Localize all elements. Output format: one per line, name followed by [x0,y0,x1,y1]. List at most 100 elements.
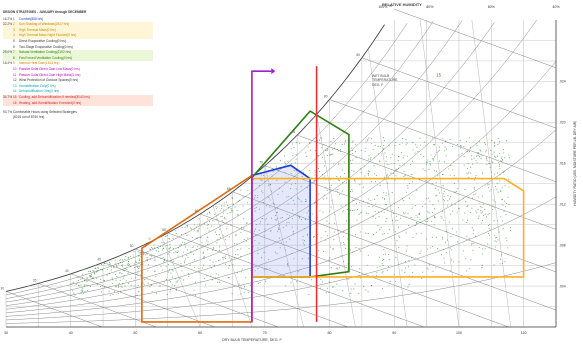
design-strategy-zones [141,66,525,323]
weather-point [367,140,369,142]
weather-point [384,152,386,154]
weather-point [217,281,219,283]
weather-point [375,174,377,176]
weather-point [379,256,381,258]
weather-point [258,242,260,244]
weather-point [134,266,136,269]
wet-bulb-tick-label: 60 [195,209,199,213]
weather-point [330,206,332,208]
weather-point [331,199,333,201]
weather-point [383,148,385,150]
weather-point [324,239,326,241]
weather-point [306,187,308,189]
weather-point [364,150,366,152]
weather-point [479,206,481,208]
weather-point [286,196,288,198]
weather-point [291,252,293,254]
weather-point [112,282,114,285]
weather-point [416,223,418,225]
weather-point [355,156,357,158]
weather-point [284,163,286,165]
weather-point [496,172,499,174]
weather-point [394,231,397,233]
weather-point [404,271,406,273]
weather-point [273,203,275,205]
weather-point [494,145,496,147]
weather-point [154,270,156,272]
weather-point [164,258,166,260]
weather-point [227,207,229,209]
weather-point [307,210,310,212]
weather-point [443,161,445,163]
weather-point [272,202,274,204]
weather-point [231,209,233,211]
weather-point [152,248,154,250]
specific-volume-line [264,165,304,328]
weather-point [309,169,311,172]
weather-point [136,287,138,289]
weather-point [314,170,316,172]
weather-point [444,241,447,243]
weather-point [405,232,407,234]
weather-point [466,235,468,237]
weather-point [420,232,422,234]
weather-point [473,186,475,188]
weather-point [136,261,138,263]
weather-point [466,222,468,224]
weather-point [388,163,390,165]
legend-item: 10 Passive Solar Direct Gain Low Mass(0 h… [3,66,153,73]
weather-point [483,215,485,217]
weather-point [502,227,504,230]
weather-point [221,215,223,217]
weather-point [346,269,348,271]
weather-point [450,213,452,215]
rh-label: 100% [378,5,388,9]
weather-point [351,153,353,155]
legend-item: 8 Fan-Forced Ventilation Cooling(0 hrs) [3,55,153,62]
weather-point [449,138,451,141]
weather-point [93,277,95,279]
weather-point [372,149,374,151]
weather-point [351,169,353,171]
weather-point [406,142,408,144]
weather-point [385,160,387,162]
weather-point [80,292,82,294]
legend-item-number: 1 [13,16,15,21]
weather-point [437,150,439,152]
weather-point [399,236,401,238]
weather-point [241,268,243,270]
weather-point [452,145,454,147]
weather-point [312,213,314,215]
specific-volume-line [212,205,253,328]
weather-point [229,212,231,214]
wet-bulb-tick-label: 75 [292,130,296,134]
weather-point [443,257,445,259]
weather-point [198,268,200,270]
weather-point [219,210,221,212]
weather-point [450,203,452,205]
weather-point [100,291,103,293]
weather-point [364,165,366,167]
weather-point [461,152,463,154]
wet-bulb-line [102,262,279,328]
weather-point [383,253,385,256]
weather-point [433,224,435,226]
weather-point [291,217,293,219]
legend-item: 12 Wind Protection of Outdoor Spaces(0 hr… [3,78,153,84]
weather-point [435,182,437,184]
weather-point [480,212,482,214]
x-tick-label: 30 [4,331,8,335]
legend-item-number: 7 [13,50,15,55]
wet-bulb-tick-label: 80 [324,94,328,98]
weather-point [351,188,353,191]
weather-point [326,189,328,191]
weather-point [493,206,495,208]
weather-point [370,285,372,287]
weather-point [221,220,223,222]
weather-point [335,189,337,191]
weather-point [448,168,450,170]
weather-point [206,275,208,277]
weather-point [88,270,90,272]
weather-point [261,257,263,259]
weather-point [345,204,347,206]
